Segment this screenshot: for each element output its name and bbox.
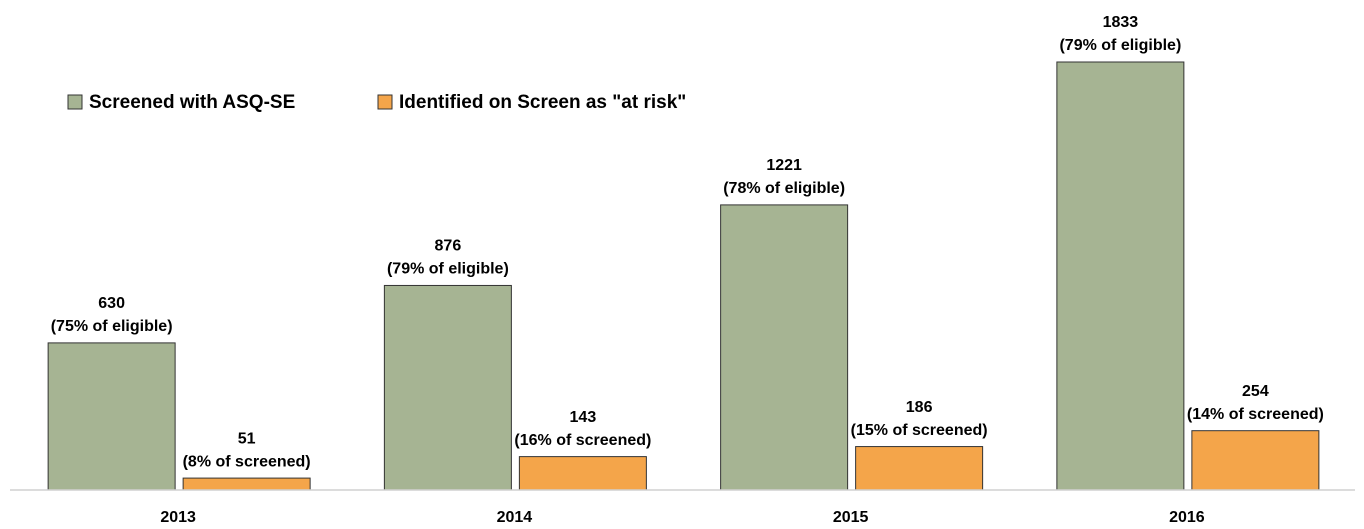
data-label: 1833	[1103, 14, 1139, 31]
data-sublabel: (8% of screened)	[183, 453, 311, 470]
bar	[518, 456, 647, 491]
x-tick-label: 2015	[833, 509, 869, 526]
data-label: 1221	[766, 157, 802, 174]
bar	[720, 204, 849, 491]
data-sublabel: (78% of eligible)	[723, 180, 845, 197]
data-sublabel: (15% of screened)	[851, 422, 988, 439]
data-sublabel: (75% of eligible)	[51, 318, 173, 335]
x-tick-label: 2014	[497, 509, 533, 526]
x-tick-label: 2013	[160, 509, 196, 526]
bar	[182, 477, 311, 491]
x-tick-label: 2016	[1169, 509, 1205, 526]
bar	[1056, 61, 1185, 491]
bar	[855, 446, 984, 491]
data-label: 630	[98, 295, 125, 312]
data-sublabel: (79% of eligible)	[1059, 37, 1181, 54]
bar	[383, 284, 512, 491]
data-sublabel: (16% of screened)	[514, 432, 651, 449]
bar	[47, 342, 176, 491]
data-label: 254	[1242, 383, 1269, 400]
data-sublabel: (79% of eligible)	[387, 261, 509, 278]
bar	[1191, 430, 1320, 491]
legend-label: Screened with ASQ-SE	[89, 92, 295, 113]
legend-swatch	[67, 94, 83, 110]
data-sublabel: (14% of screened)	[1187, 406, 1324, 423]
data-label: 143	[570, 409, 597, 426]
legend-swatch	[377, 94, 393, 110]
data-label: 186	[906, 399, 933, 416]
data-label: 876	[435, 238, 462, 255]
legend-label: Identified on Screen as "at risk"	[399, 92, 686, 113]
data-label: 51	[238, 430, 256, 447]
